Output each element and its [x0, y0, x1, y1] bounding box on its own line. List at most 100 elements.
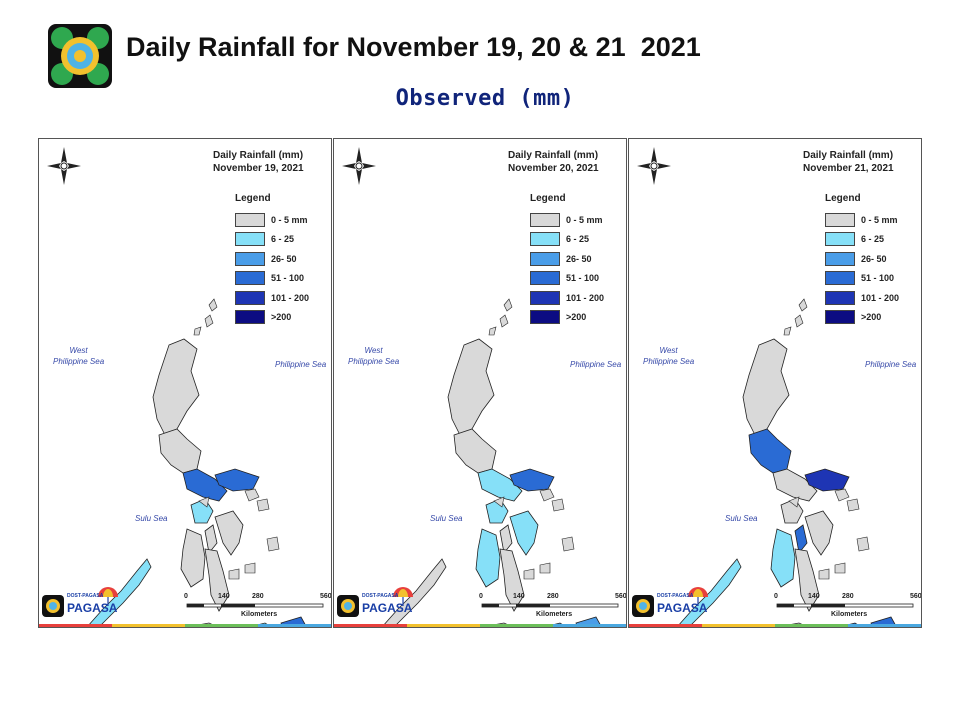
sea-label-sulu: Sulu Sea [430, 514, 463, 523]
sea-label-east: Philippine Sea [570, 360, 622, 369]
region-cv [499, 548, 525, 612]
page-title: Daily Rainfall for November 19, 20 & 21 … [126, 32, 701, 62]
legend-title: Legend [235, 193, 271, 204]
legend-item: 101 - 200 [825, 288, 899, 308]
legend-item: 6 - 25 [235, 230, 309, 250]
legend-label: >200 [566, 312, 587, 323]
pagasa-seal-icon [337, 595, 359, 617]
legend-label: 51 - 100 [271, 273, 305, 284]
rainfall-legend: Legend 0 - 5 mm 6 - 25 26- 50 51 - 100 101 - … [530, 193, 604, 327]
umbrella-icon [98, 587, 118, 606]
scale-tick-label: 560 [320, 593, 332, 600]
pagasa-seal-logo [48, 24, 112, 88]
legend-label: 51 - 100 [861, 273, 895, 284]
color-stripe [39, 624, 331, 627]
small-island [783, 326, 792, 336]
region-min [499, 524, 513, 554]
sea-label-sulu: Sulu Sea [135, 514, 168, 523]
map-title: Daily Rainfall (mm) November 21, 2021 [803, 150, 894, 174]
scale-tick-label: 140 [513, 593, 525, 600]
region-cv [794, 548, 820, 612]
legend-swatch [235, 232, 265, 247]
pagasa-seal-icon [42, 595, 64, 617]
small-island [523, 568, 535, 580]
region-lc [158, 428, 202, 474]
pagasa-wordmark: PAGASA [67, 601, 118, 615]
legend-item: 6 - 25 [825, 230, 899, 250]
rainfall-map [381, 298, 603, 627]
scale-tick-label: 560 [615, 593, 627, 600]
legend-swatch [825, 290, 855, 305]
sea-label-east: Philippine Sea [865, 360, 917, 369]
pagasa-wordmark: PAGASA [362, 601, 413, 615]
scale-tick-label: 0 [774, 593, 778, 600]
legend-label: 51 - 100 [566, 273, 600, 284]
legend-item: >200 [530, 308, 604, 328]
small-island [204, 314, 214, 328]
legend-swatch [530, 232, 560, 247]
map-title: Daily Rainfall (mm) November 20, 2021 [508, 150, 599, 174]
legend-label: 6 - 25 [271, 234, 295, 245]
pagasa-logo: DOST-PAGASA PAGASA [631, 587, 711, 621]
region-es [804, 510, 834, 556]
small-island [846, 498, 860, 512]
scale-bar: 0 140 280 560 Kilometers [184, 593, 331, 623]
rainfall-map [676, 298, 898, 627]
legend-swatch [235, 310, 265, 325]
small-island [798, 298, 808, 312]
scale-bar: 0 140 280 560 Kilometers [479, 593, 626, 623]
legend-title: Legend [825, 193, 861, 204]
legend-swatch [825, 271, 855, 286]
legend-label: 26- 50 [271, 253, 297, 264]
region-ln [742, 338, 790, 436]
region-lc [453, 428, 497, 474]
legend-item: 0 - 5 mm [235, 210, 309, 230]
small-island [539, 562, 551, 574]
legend-swatch [235, 271, 265, 286]
legend-label: 0 - 5 mm [271, 214, 308, 225]
scale-bar: 0 140 280 560 Kilometers [774, 593, 921, 623]
sea-label-west: West Philippine Sea [53, 346, 105, 366]
legend-item: 26- 50 [235, 249, 309, 269]
page-subtitle: Observed (mm) [395, 86, 575, 111]
small-island [493, 496, 505, 508]
legend-swatch [825, 232, 855, 247]
small-island [499, 314, 509, 328]
legend-swatch [825, 212, 855, 227]
map-title: Daily Rainfall (mm) November 19, 2021 [213, 150, 304, 174]
pagasa-small-text: DOST-PAGASA [67, 593, 104, 599]
rainfall-legend: Legend 0 - 5 mm 6 - 25 26- 50 51 - 100 101 - … [235, 193, 309, 327]
legend-swatch [530, 290, 560, 305]
legend-item: 6 - 25 [530, 230, 604, 250]
legend-label: >200 [271, 312, 292, 323]
scale-unit-label: Kilometers [831, 611, 868, 618]
legend-swatch [235, 212, 265, 227]
small-island [208, 298, 218, 312]
scale-tick-label: 0 [479, 593, 483, 600]
umbrella-icon [393, 587, 413, 606]
pagasa-seal-icon [632, 595, 654, 617]
region-ws [475, 528, 501, 588]
legend-item: 101 - 200 [235, 288, 309, 308]
small-island [198, 496, 210, 508]
small-island [256, 498, 270, 512]
legend-swatch [530, 212, 560, 227]
region-lo [509, 468, 555, 492]
region-es [214, 510, 244, 556]
scale-tick-label: 280 [547, 593, 559, 600]
small-island [834, 562, 846, 574]
legend-label: >200 [861, 312, 882, 323]
legend-label: 0 - 5 mm [861, 214, 898, 225]
region-lb [477, 468, 523, 502]
region-lb [772, 468, 818, 502]
legend-label: 6 - 25 [861, 234, 885, 245]
rainfall-map [86, 298, 308, 627]
legend-swatch [530, 271, 560, 286]
legend-label: 26- 50 [861, 253, 887, 264]
compass-rose-icon [637, 147, 671, 185]
legend-item: 101 - 200 [530, 288, 604, 308]
small-island [193, 326, 202, 336]
legend-swatch [235, 251, 265, 266]
legend-label: 26- 50 [566, 253, 592, 264]
pagasa-small-text: DOST-PAGASA [657, 593, 694, 599]
